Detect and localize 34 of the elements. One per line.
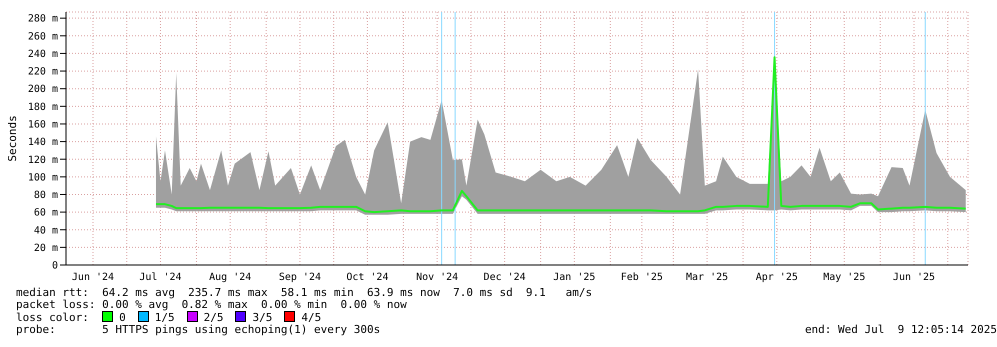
- y-tick-label: 40 m: [34, 225, 58, 236]
- x-tick-label: Dec '24: [484, 272, 526, 284]
- x-tick-label: Nov '24: [416, 272, 458, 284]
- y-tick-label: 20 m: [34, 242, 58, 254]
- y-tick-label: 200 m: [28, 84, 58, 96]
- x-tick-label: May '25: [823, 272, 866, 284]
- y-tick-label: 280 m: [28, 14, 58, 25]
- y-tick-label: 220 m: [28, 66, 58, 78]
- x-tick-label: Jun '25: [892, 272, 936, 284]
- text: loss color: 0 1/5 2/5 3/5 4/5: [16, 311, 322, 324]
- y-tick-label: 180 m: [28, 102, 58, 113]
- y-tick-label: 160 m: [28, 120, 58, 131]
- x-tick-label: Jul '24: [139, 272, 182, 284]
- y-tick-label: 60 m: [34, 208, 58, 219]
- y-tick-label: 80 m: [34, 190, 58, 202]
- x-tick-label: Aug '24: [209, 272, 252, 284]
- x-tick-label: Jun '24: [72, 272, 114, 284]
- text: packet loss: 0.00 % avg 0.82 % max 0.00 % min 0.00 % now: [16, 298, 408, 311]
- y-tick-label: 260 m: [28, 31, 58, 42]
- text: probe: 5 HTTPS pings using echoping(1) every 300s: [16, 323, 380, 336]
- y-tick-label: 140 m: [28, 137, 58, 148]
- y-tick-label: 100 m: [28, 172, 58, 184]
- y-tick-label: 120 m: [28, 154, 58, 166]
- y-axis-title: Seconds: [6, 115, 19, 162]
- x-tick-label: Feb '25: [620, 272, 663, 284]
- y-tick-label: 240 m: [28, 48, 58, 60]
- x-tick-label: Apr '25: [756, 272, 798, 284]
- x-tick-label: Jan '25: [553, 272, 596, 284]
- y-tick-label: 0: [52, 260, 58, 272]
- x-tick-label: Mar '25: [686, 272, 728, 284]
- x-tick-label: Oct '24: [346, 272, 388, 284]
- x-tick-label: Sep '24: [278, 272, 322, 284]
- text: end: Wed Jul 9 12:05:14 2025: [804, 323, 997, 336]
- text: median rtt: 64.2 ms avg 235.7 ms max 58.1 ms min 63.9 ms now 7.0 ms sd 9.1 am/s: [16, 286, 594, 299]
